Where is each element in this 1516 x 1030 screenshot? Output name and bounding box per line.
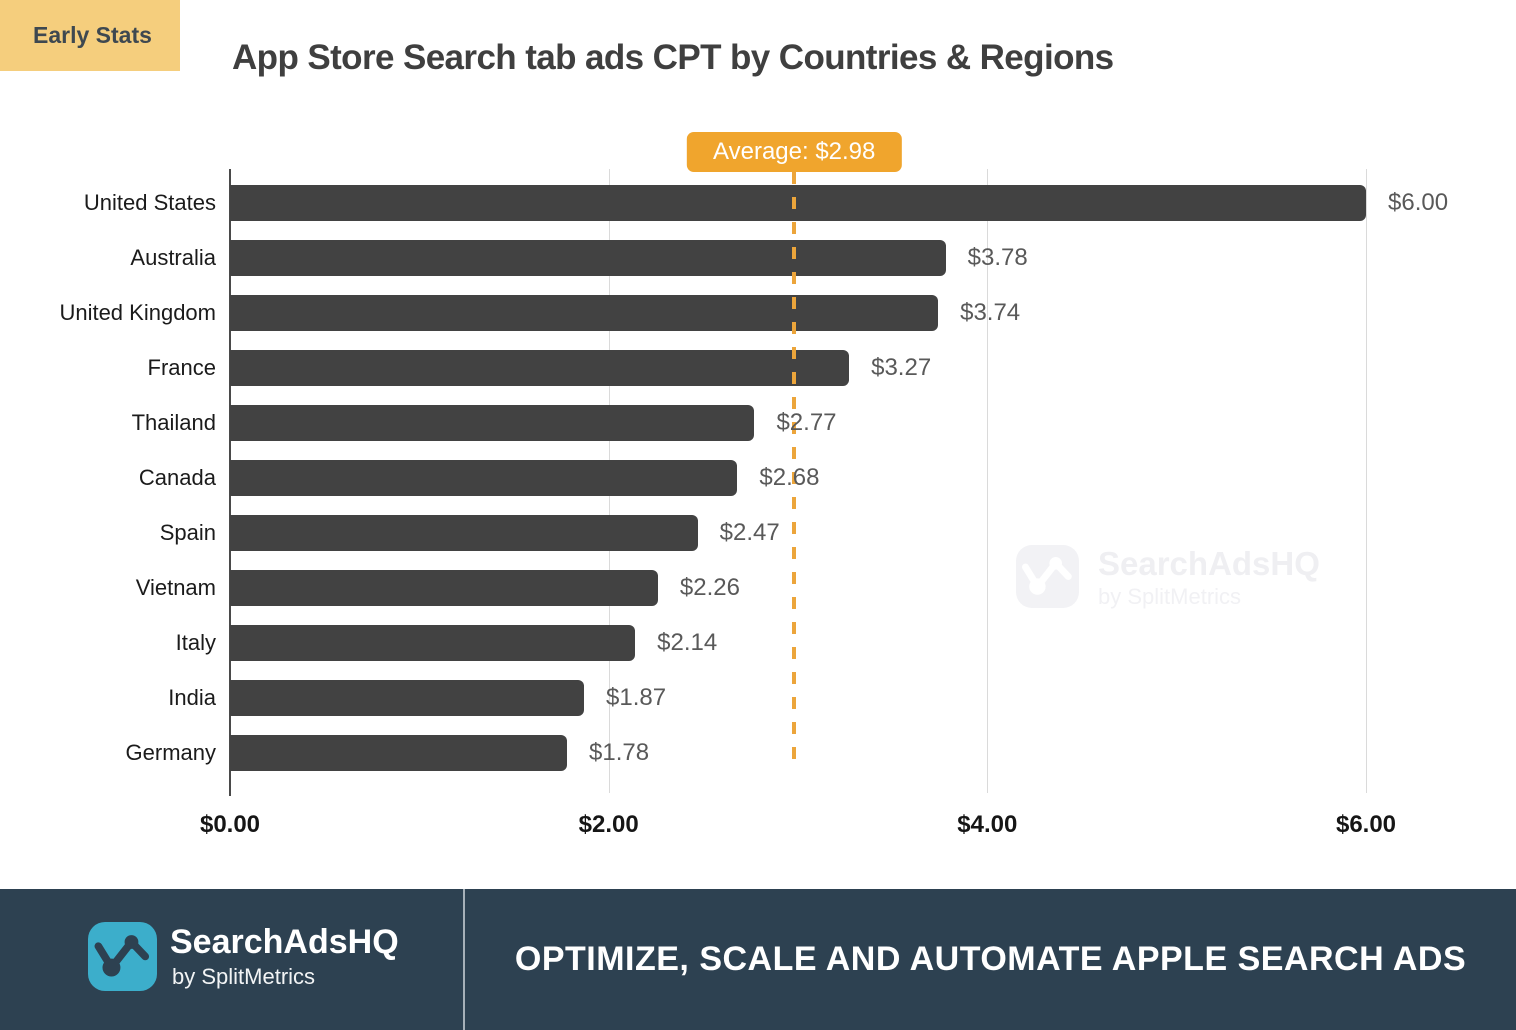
gridline <box>987 169 989 793</box>
bar-value-label: $1.87 <box>606 684 667 711</box>
bar-value-label: $3.27 <box>871 354 932 381</box>
category-label: India <box>168 685 216 710</box>
plot-area: $6.00 $3.78 $3.74 $3.27 $2.77 $2.68 $2.47 $2.26… <box>229 169 1448 796</box>
bar-united-kingdom <box>230 295 939 331</box>
average-line <box>792 172 797 769</box>
x-tick-label: $2.00 <box>578 811 639 838</box>
bar-spain <box>230 515 698 551</box>
bar-value-label: $2.14 <box>657 629 718 656</box>
bar-united-states <box>230 185 1366 221</box>
x-tick-label: $6.00 <box>1335 811 1397 838</box>
category-label: France <box>147 355 216 380</box>
watermark-byline: by SplitMetrics <box>1098 584 1242 609</box>
gridline <box>1366 169 1367 793</box>
category-label: Italy <box>175 630 216 655</box>
category-label: Spain <box>159 520 216 545</box>
page-title: App Store Search tab ads CPT by Countrie… <box>232 38 1114 77</box>
category-label: Thailand <box>131 410 216 435</box>
watermark-text: SearchAdsHQ by SplitMetrics <box>1098 545 1320 611</box>
early-stats-badge: Early Stats <box>0 0 180 71</box>
bar-germany <box>230 735 567 771</box>
category-label: Germany <box>125 740 216 765</box>
bar-value-label: $2.47 <box>719 519 780 546</box>
bar-australia <box>230 240 946 276</box>
category-label: Canada <box>138 465 216 490</box>
bar-value-label: $3.74 <box>960 299 1021 326</box>
bar-value-label: $2.77 <box>776 409 837 436</box>
bar-thailand <box>230 405 755 441</box>
bar-canada <box>230 460 738 496</box>
line-chart-icon <box>88 922 157 991</box>
bar-india <box>230 680 585 716</box>
bar-vietnam <box>230 570 658 606</box>
bar-value-label: $1.78 <box>589 739 650 766</box>
bar-france <box>230 350 850 386</box>
category-label: Vietnam <box>135 575 216 600</box>
bar-value-label: $2.26 <box>679 574 740 601</box>
x-tick-label: $0.00 <box>199 811 261 838</box>
category-label: United Kingdom <box>59 300 216 325</box>
footer-headline-zone: OPTIMIZE, SCALE AND AUTOMATE APPLE SEARC… <box>465 889 1516 1030</box>
footer-divider <box>463 889 465 1030</box>
bar-value-label: $2.68 <box>759 464 820 491</box>
footer-brand: SearchAdsHQ <box>170 923 399 961</box>
average-badge: Average: $2.98 <box>687 132 902 172</box>
category-label: United States <box>83 190 216 215</box>
footer: SearchAdsHQ by SplitMetrics OPTIMIZE, SC… <box>0 889 1516 1030</box>
bar-value-label: $6.00 <box>1388 189 1449 216</box>
line-chart-icon <box>1016 545 1079 608</box>
x-tick-label: $4.00 <box>957 811 1018 838</box>
bar-italy <box>230 625 636 661</box>
footer-headline: OPTIMIZE, SCALE AND AUTOMATE APPLE SEARC… <box>514 940 1467 978</box>
footer-byline: by SplitMetrics <box>172 964 316 989</box>
bar-value-label: $3.78 <box>967 244 1028 271</box>
watermark-brand: SearchAdsHQ <box>1098 545 1320 582</box>
watermark: SearchAdsHQ by SplitMetrics <box>1016 545 1320 611</box>
category-label: Australia <box>130 245 216 270</box>
